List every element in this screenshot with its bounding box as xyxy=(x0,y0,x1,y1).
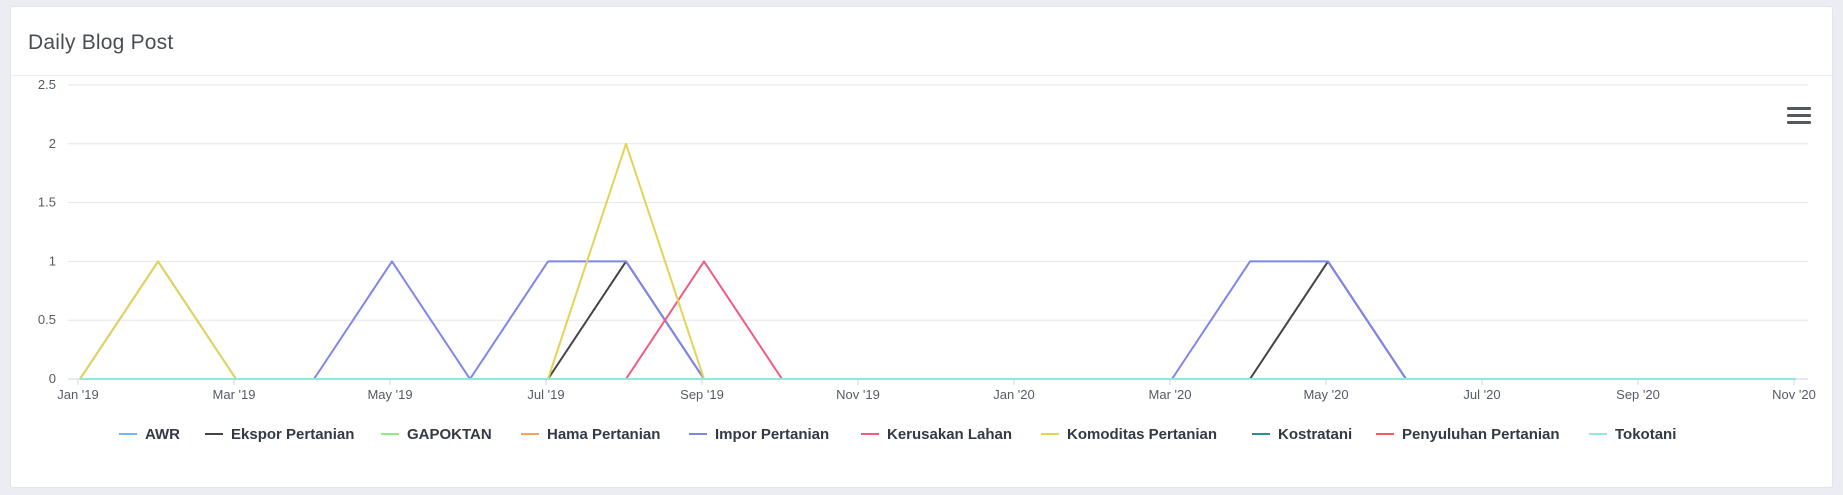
x-tick-label: May '20 xyxy=(1303,387,1348,402)
legend-label: Komoditas Pertanian xyxy=(1067,426,1217,443)
y-tick-label: 0 xyxy=(49,371,56,386)
legend-item-awr[interactable]: AWR xyxy=(119,426,180,443)
legend-item-hama-pertanian[interactable]: Hama Pertanian xyxy=(521,426,660,443)
y-tick-label: 2.5 xyxy=(38,77,56,92)
legend-label: Impor Pertanian xyxy=(715,426,829,443)
legend-item-kostratani[interactable]: Kostratani xyxy=(1252,426,1352,443)
legend-item-komoditas-pertanian[interactable]: Komoditas Pertanian xyxy=(1041,426,1217,443)
legend-label: GAPOKTAN xyxy=(407,426,492,443)
legend-item-tokotani[interactable]: Tokotani xyxy=(1589,426,1676,443)
chart-grid xyxy=(68,84,1808,380)
chart-legend: AWR Ekspor Pertanian GAPOKTAN Hama Pertania… xyxy=(119,426,1676,443)
legend-item-penyuluhan-pertanian[interactable]: Penyuluhan Pertanian xyxy=(1376,426,1560,443)
x-tick-label: Nov '20 xyxy=(1772,387,1816,402)
x-tick-label: Jul '19 xyxy=(527,387,564,402)
x-tick-label: Sep '20 xyxy=(1616,387,1660,402)
legend-label: AWR xyxy=(145,426,180,443)
chart-series xyxy=(79,142,1796,380)
x-tick-label: Mar '20 xyxy=(1149,387,1192,402)
legend-label: Kerusakan Lahan xyxy=(887,426,1012,443)
hamburger-menu-icon[interactable] xyxy=(1787,107,1811,129)
x-tick-label: May '19 xyxy=(367,387,412,402)
legend-label: Hama Pertanian xyxy=(547,426,660,443)
card-title: Daily Blog Post xyxy=(28,31,174,54)
x-tick-label: Jan '20 xyxy=(993,387,1035,402)
y-axis-ticks: 0 0.5 1 1.5 2 2.5 xyxy=(38,77,56,386)
y-tick-label: 0.5 xyxy=(38,312,56,327)
legend-label: Penyuluhan Pertanian xyxy=(1402,426,1560,443)
x-tick-label: Jan '19 xyxy=(57,387,99,402)
chart-card: Daily Blog Post 0 0.5 1 1.5 2 2.5 Jan '19 Mar … xyxy=(10,6,1833,488)
x-tick-label: Jul '20 xyxy=(1463,387,1500,402)
legend-item-impor-pertanian[interactable]: Impor Pertanian xyxy=(689,426,829,443)
legend-item-gapoktan[interactable]: GAPOKTAN xyxy=(381,426,492,443)
x-tick-label: Nov '19 xyxy=(836,387,880,402)
legend-label: Tokotani xyxy=(1615,426,1676,443)
legend-item-kerusakan-lahan[interactable]: Kerusakan Lahan xyxy=(861,426,1012,443)
legend-label: Kostratani xyxy=(1278,426,1352,443)
x-tick-label: Mar '19 xyxy=(213,387,256,402)
y-tick-label: 2 xyxy=(49,136,56,151)
legend-item-ekspor-pertanian[interactable]: Ekspor Pertanian xyxy=(205,426,354,443)
y-tick-label: 1 xyxy=(49,253,56,268)
y-tick-label: 1.5 xyxy=(38,195,56,210)
card-header: Daily Blog Post xyxy=(11,7,1832,76)
x-axis: Jan '19 Mar '19 May '19 Jul '19 Sep '19 Nov '… xyxy=(57,378,1816,402)
x-tick-label: Sep '19 xyxy=(680,387,724,402)
legend-label: Ekspor Pertanian xyxy=(231,426,354,443)
line-chart: 0 0.5 1 1.5 2 2.5 Jan '19 Mar '19 May '19 Jul '1… xyxy=(38,77,1816,443)
